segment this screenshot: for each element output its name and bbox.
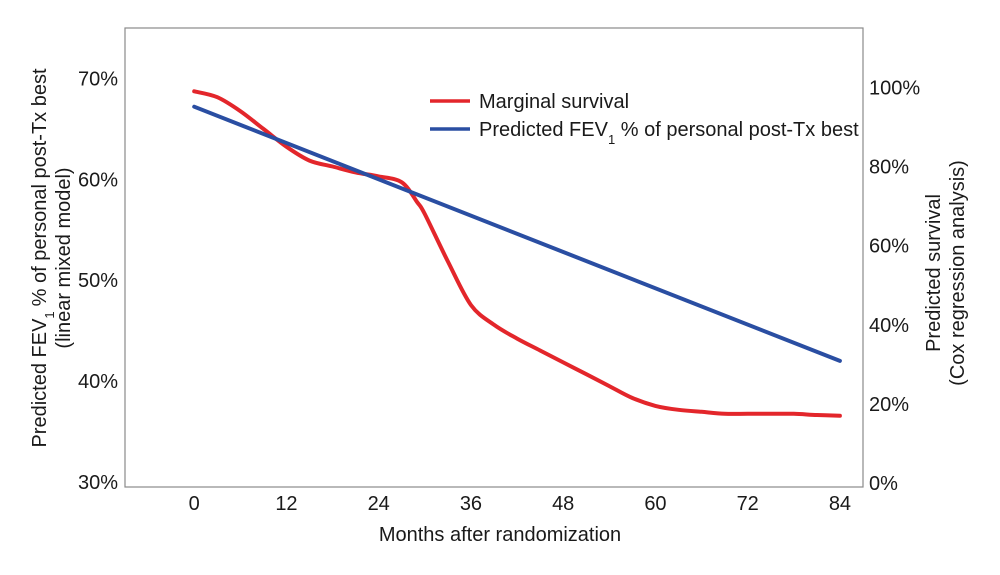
x-tick-label: 24: [368, 493, 390, 515]
left-y-tick-label: 40%: [78, 371, 118, 393]
x-axis-title: Months after randomization: [379, 524, 621, 546]
legend: Marginal survival Predicted FEV1 % of pe…: [430, 91, 859, 147]
left-y-axis-title-subscript: 1: [42, 311, 57, 318]
left-y-tick-label: 70%: [78, 68, 118, 90]
right-y-tick-label: 100%: [869, 77, 920, 99]
legend-label-marginal-survival: Marginal survival: [479, 91, 629, 113]
right-y-tick-label: 40%: [869, 315, 909, 337]
left-y-axis-title-fev: Predicted FEV: [29, 318, 51, 448]
left-y-tick-label: 50%: [78, 270, 118, 292]
right-y-tick-label: 60%: [869, 236, 909, 258]
series-line-marginal-survival: [192, 89, 842, 418]
svg-text:Predicted FEV1% of personal po: Predicted FEV1 % of personal post-Tx best: [29, 68, 57, 448]
x-axis-ticks: 0 12 24 36 48 60 72 84: [189, 493, 851, 515]
x-tick-label: 84: [829, 493, 851, 515]
left-y-axis-ticks: 30% 40% 50% 60% 70%: [78, 68, 118, 494]
series-line-predicted-fev: [192, 104, 842, 363]
x-tick-label: 12: [275, 493, 297, 515]
right-y-axis-title-line2: (Cox regression analysis): [947, 160, 969, 386]
legend-label-predicted-fev: Predicted FEV1 % of personal post-Tx bes…: [479, 119, 859, 147]
right-y-tick-label: 80%: [869, 156, 909, 178]
right-y-axis-ticks: 0% 20% 40% 60% 80% 100%: [869, 77, 920, 495]
left-y-tick-label: 60%: [78, 169, 118, 191]
x-tick-label: 72: [737, 493, 759, 515]
left-y-axis-title-line2: (linear mixed model): [53, 167, 75, 348]
right-y-tick-label: 20%: [869, 394, 909, 416]
right-y-axis-title: Predicted survival (Cox regression analy…: [923, 160, 969, 386]
right-y-axis-title-line1: Predicted survival: [923, 194, 945, 352]
plot-frame: [124, 27, 864, 488]
x-tick-label: 60: [644, 493, 666, 515]
right-y-tick-label: 0%: [869, 473, 898, 495]
left-y-tick-label: 30%: [78, 472, 118, 494]
left-y-axis-title-rest: % of personal post-Tx best: [29, 68, 51, 306]
x-tick-label: 36: [460, 493, 482, 515]
series-group: [192, 89, 842, 418]
x-tick-label: 0: [189, 493, 200, 515]
x-tick-label: 48: [552, 493, 574, 515]
left-y-axis-title: Predicted FEV1 % of personal post-Tx best…: [29, 68, 75, 448]
